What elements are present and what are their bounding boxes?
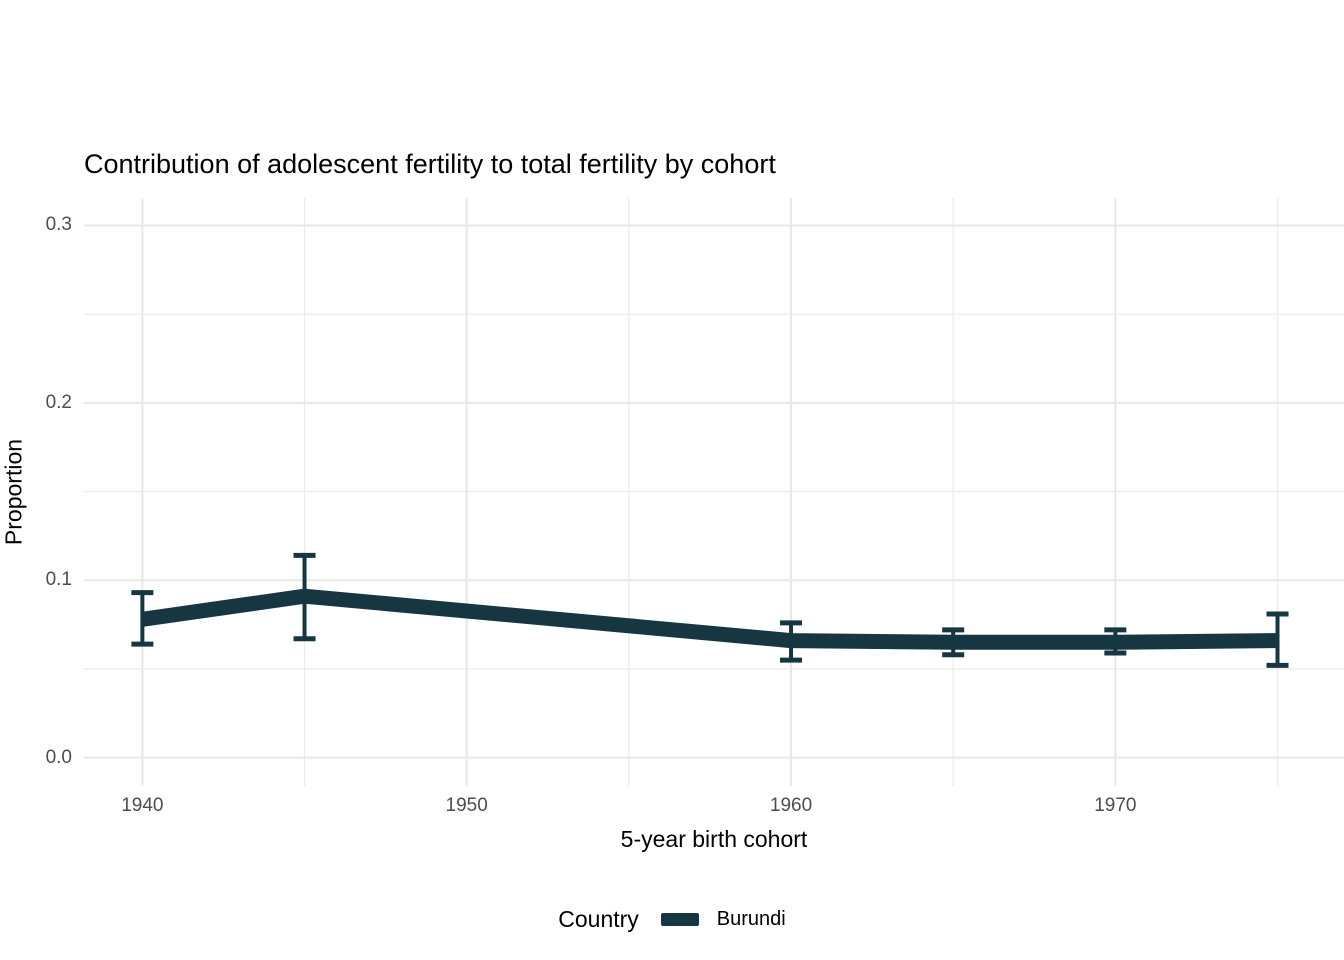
data-line bbox=[141, 588, 1278, 650]
legend-swatch-line-icon bbox=[660, 913, 699, 926]
y-tick-label: 0.0 bbox=[45, 746, 72, 768]
legend: Country Burundi bbox=[0, 906, 1344, 933]
x-tick-label: 1940 bbox=[121, 795, 164, 816]
legend-entry-label: Burundi bbox=[716, 908, 786, 930]
x-tick-label: 1950 bbox=[445, 795, 488, 816]
y-tick-label: 0.3 bbox=[45, 214, 72, 236]
y-tick-label: 0.2 bbox=[45, 391, 72, 413]
x-tick-label: 1960 bbox=[769, 795, 813, 816]
x-tick-label: 1970 bbox=[1094, 795, 1137, 816]
plot-svg bbox=[84, 198, 1344, 786]
y-axis-ticks: 0.0 0.1 0.2 0.3 bbox=[46, 198, 1344, 786]
x-axis-title: 5-year birth cohort bbox=[620, 826, 808, 852]
y-tick-label: 0.1 bbox=[45, 569, 72, 591]
chart-title: Contribution of adolescent fertility to … bbox=[84, 149, 776, 179]
plot-panel: 0.0 0.1 0.2 0.3 1940 1950 1960 1970 bbox=[46, 198, 1344, 816]
x-axis-ticks: 1940 1950 1960 1970 bbox=[84, 198, 1344, 816]
legend-title: Country bbox=[558, 906, 639, 932]
y-axis-title: Proportion bbox=[0, 438, 27, 546]
